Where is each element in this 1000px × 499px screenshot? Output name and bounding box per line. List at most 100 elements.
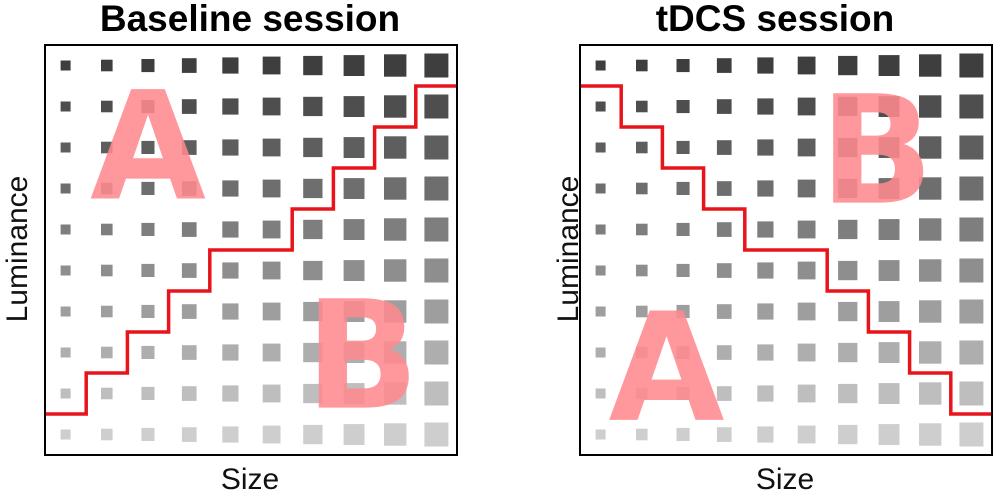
stimulus-square (343, 219, 365, 240)
stimulus-square (595, 265, 606, 276)
stimulus-square (262, 384, 281, 403)
stimulus-square (343, 424, 365, 445)
stimulus-square (262, 56, 281, 75)
region-letter-b: B (305, 270, 419, 444)
stimulus-square (303, 342, 323, 363)
stimulus-square (919, 177, 942, 200)
stimulus-square (262, 425, 281, 444)
stimulus-square (959, 135, 984, 160)
stimulus-square (838, 424, 858, 445)
stimulus-square (595, 388, 606, 399)
stimulus-square (181, 58, 197, 73)
stimulus-square (384, 300, 407, 323)
stimulus-square (838, 96, 858, 117)
stimulus-square (384, 382, 407, 405)
stimulus-square (424, 176, 449, 201)
stimulus-square (595, 142, 606, 153)
stimulus-square (60, 183, 71, 194)
stimulus-square (636, 305, 648, 318)
stimulus-square (222, 262, 239, 279)
stimulus-square (222, 98, 239, 115)
stimulus-square (797, 302, 816, 321)
stimulus-square (716, 140, 732, 155)
stimulus-square (676, 427, 690, 441)
stimulus-square (797, 56, 816, 75)
stimulus-square (60, 265, 71, 276)
stimulus-square (676, 222, 690, 236)
stimulus-square (384, 54, 407, 77)
stimulus-square (959, 217, 984, 242)
stimulus-square (959, 422, 984, 447)
stimulus-square (797, 97, 816, 116)
stimulus-square (757, 262, 774, 279)
stimulus-square (838, 383, 858, 404)
stimulus-square (919, 382, 942, 405)
stimulus-square (595, 306, 606, 317)
stimulus-square (959, 381, 984, 406)
stimulus-square (716, 181, 732, 196)
stimulus-square (757, 385, 774, 402)
stimulus-square (595, 347, 606, 358)
stimulus-square (384, 218, 407, 241)
x-axis-label-tdcs: Size (755, 463, 815, 496)
stimulus-square (303, 301, 323, 322)
stimulus-square (878, 219, 900, 240)
stimulus-square (222, 344, 239, 361)
stimulus-square (343, 178, 365, 199)
stimulus-square (222, 385, 239, 402)
stimulus-square (181, 222, 197, 237)
stimulus-square (838, 342, 858, 363)
stimulus-squares (595, 53, 984, 447)
region-letter-b: B (819, 65, 933, 239)
stimulus-square (716, 222, 732, 237)
stimulus-square (919, 95, 942, 118)
stimulus-square (878, 55, 900, 76)
stimulus-square (878, 260, 900, 281)
stimulus-square (424, 299, 449, 324)
stimulus-square (919, 300, 942, 323)
stimulus-square (838, 301, 858, 322)
stimulus-square (101, 428, 113, 441)
stimulus-square (141, 100, 155, 114)
stimulus-square (141, 140, 155, 154)
stimulus-square (595, 429, 606, 440)
stimulus-square (424, 135, 449, 160)
stimulus-square (343, 55, 365, 76)
stimulus-square (303, 96, 323, 117)
stimulus-square (60, 429, 71, 440)
stimulus-square (303, 178, 323, 199)
stimulus-square (716, 345, 732, 360)
stimulus-square (262, 179, 281, 198)
stimulus-square (757, 57, 774, 74)
stimulus-square (60, 224, 71, 235)
stimulus-square (424, 381, 449, 406)
stimulus-square (262, 261, 281, 280)
stimulus-square (757, 221, 774, 238)
stimulus-square (424, 217, 449, 242)
stimulus-square (303, 137, 323, 158)
stimulus-square (919, 423, 942, 446)
stimulus-square (959, 340, 984, 365)
stimulus-squares (60, 53, 449, 447)
stimulus-square (919, 218, 942, 241)
x-axis-label-baseline: Size (220, 463, 280, 496)
stimulus-square (343, 96, 365, 117)
stimulus-square (303, 55, 323, 76)
stimulus-square (262, 97, 281, 116)
region-letter-a: A (90, 61, 206, 235)
stimulus-square (878, 301, 900, 322)
stimulus-square (141, 222, 155, 236)
stimulus-square (101, 223, 113, 236)
stimulus-square (716, 99, 732, 114)
stimulus-square (636, 346, 648, 359)
stimulus-square (676, 181, 690, 195)
stimulus-square (757, 303, 774, 320)
stimulus-square (222, 139, 239, 156)
stimulus-square (141, 181, 155, 195)
stimulus-square (60, 142, 71, 153)
stimulus-square (878, 342, 900, 363)
stimulus-square (101, 387, 113, 400)
panel-frame (44, 44, 458, 456)
